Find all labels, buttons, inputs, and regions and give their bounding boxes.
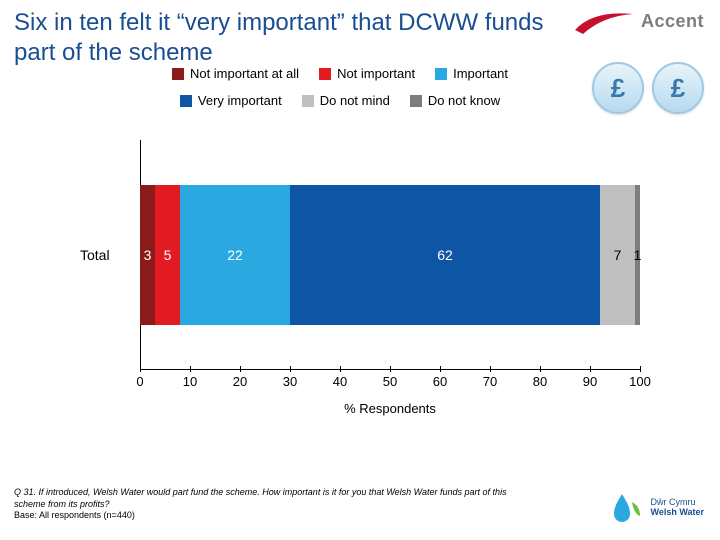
bar-segment-important: 22 bbox=[180, 185, 290, 325]
axis-tick bbox=[240, 366, 241, 372]
axis-tick bbox=[440, 366, 441, 372]
chart-ylabel: Total bbox=[80, 140, 110, 370]
axis-ticks: 0102030405060708090100 bbox=[140, 370, 640, 390]
accent-logo-text: Accent bbox=[641, 11, 704, 32]
legend-item: Not important at all bbox=[172, 66, 299, 81]
axis-tick-label: 10 bbox=[183, 374, 197, 389]
bar-row: 35226271 bbox=[140, 185, 640, 325]
axis-tick bbox=[140, 366, 141, 372]
bar-segment-very_important: 62 bbox=[290, 185, 600, 325]
axis-tick bbox=[640, 366, 641, 372]
legend-item: Not important bbox=[319, 66, 415, 81]
slide: Six in ten felt it “very important” that… bbox=[0, 0, 720, 540]
accent-logo: Accent bbox=[573, 6, 704, 36]
legend-swatch bbox=[435, 68, 447, 80]
axis-tick-label: 80 bbox=[533, 374, 547, 389]
legend-swatch bbox=[180, 95, 192, 107]
bar-segment-do_not_mind: 7 bbox=[600, 185, 635, 325]
axis-tick bbox=[540, 366, 541, 372]
slide-title: Six in ten felt it “very important” that… bbox=[14, 8, 554, 68]
legend-swatch bbox=[302, 95, 314, 107]
axis-tick-label: 30 bbox=[283, 374, 297, 389]
axis-tick-label: 100 bbox=[629, 374, 651, 389]
legend-swatch bbox=[319, 68, 331, 80]
legend-swatch bbox=[410, 95, 422, 107]
bar-segment-not_important: 5 bbox=[155, 185, 180, 325]
legend-item: Do not mind bbox=[302, 93, 390, 108]
axis-tick-label: 40 bbox=[333, 374, 347, 389]
axis-tick bbox=[190, 366, 191, 372]
axis-tick bbox=[290, 366, 291, 372]
legend-item: Do not know bbox=[410, 93, 500, 108]
legend-item: Very important bbox=[180, 93, 282, 108]
axis-tick-label: 90 bbox=[583, 374, 597, 389]
axis-tick bbox=[490, 366, 491, 372]
axis-tick-label: 70 bbox=[483, 374, 497, 389]
chart-xlabel: % Respondents bbox=[140, 401, 640, 416]
welsh-water-logo: Dŵr Cymru Welsh Water bbox=[608, 490, 704, 526]
footnote-question: Q 31. If introduced, Welsh Water would p… bbox=[14, 487, 534, 510]
bar-segment-not_important_at_all: 3 bbox=[140, 185, 155, 325]
pound-badge-1: £ bbox=[592, 62, 644, 114]
pound-badges: £ £ bbox=[592, 62, 704, 114]
welsh-water-text: Dŵr Cymru Welsh Water bbox=[650, 498, 704, 518]
footnote: Q 31. If introduced, Welsh Water would p… bbox=[14, 487, 534, 522]
axis-tick-label: 20 bbox=[233, 374, 247, 389]
axis-tick-label: 60 bbox=[433, 374, 447, 389]
axis-tick bbox=[590, 366, 591, 372]
legend-item: Important bbox=[435, 66, 508, 81]
axis-tick bbox=[340, 366, 341, 372]
welsh-water-icon bbox=[608, 490, 644, 526]
chart: Total 35226271 0102030405060708090100 % … bbox=[80, 140, 640, 430]
chart-legend: Not important at all Not important Impor… bbox=[120, 66, 560, 108]
legend-swatch bbox=[172, 68, 184, 80]
pound-badge-2: £ bbox=[652, 62, 704, 114]
accent-swoosh-icon bbox=[573, 6, 635, 36]
axis-tick-label: 0 bbox=[136, 374, 143, 389]
bar-segment-do_not_know: 1 bbox=[635, 185, 640, 325]
footnote-base: Base: All respondents (n=440) bbox=[14, 510, 534, 522]
chart-plot: 35226271 bbox=[140, 140, 640, 370]
axis-tick bbox=[390, 366, 391, 372]
axis-tick-label: 50 bbox=[383, 374, 397, 389]
